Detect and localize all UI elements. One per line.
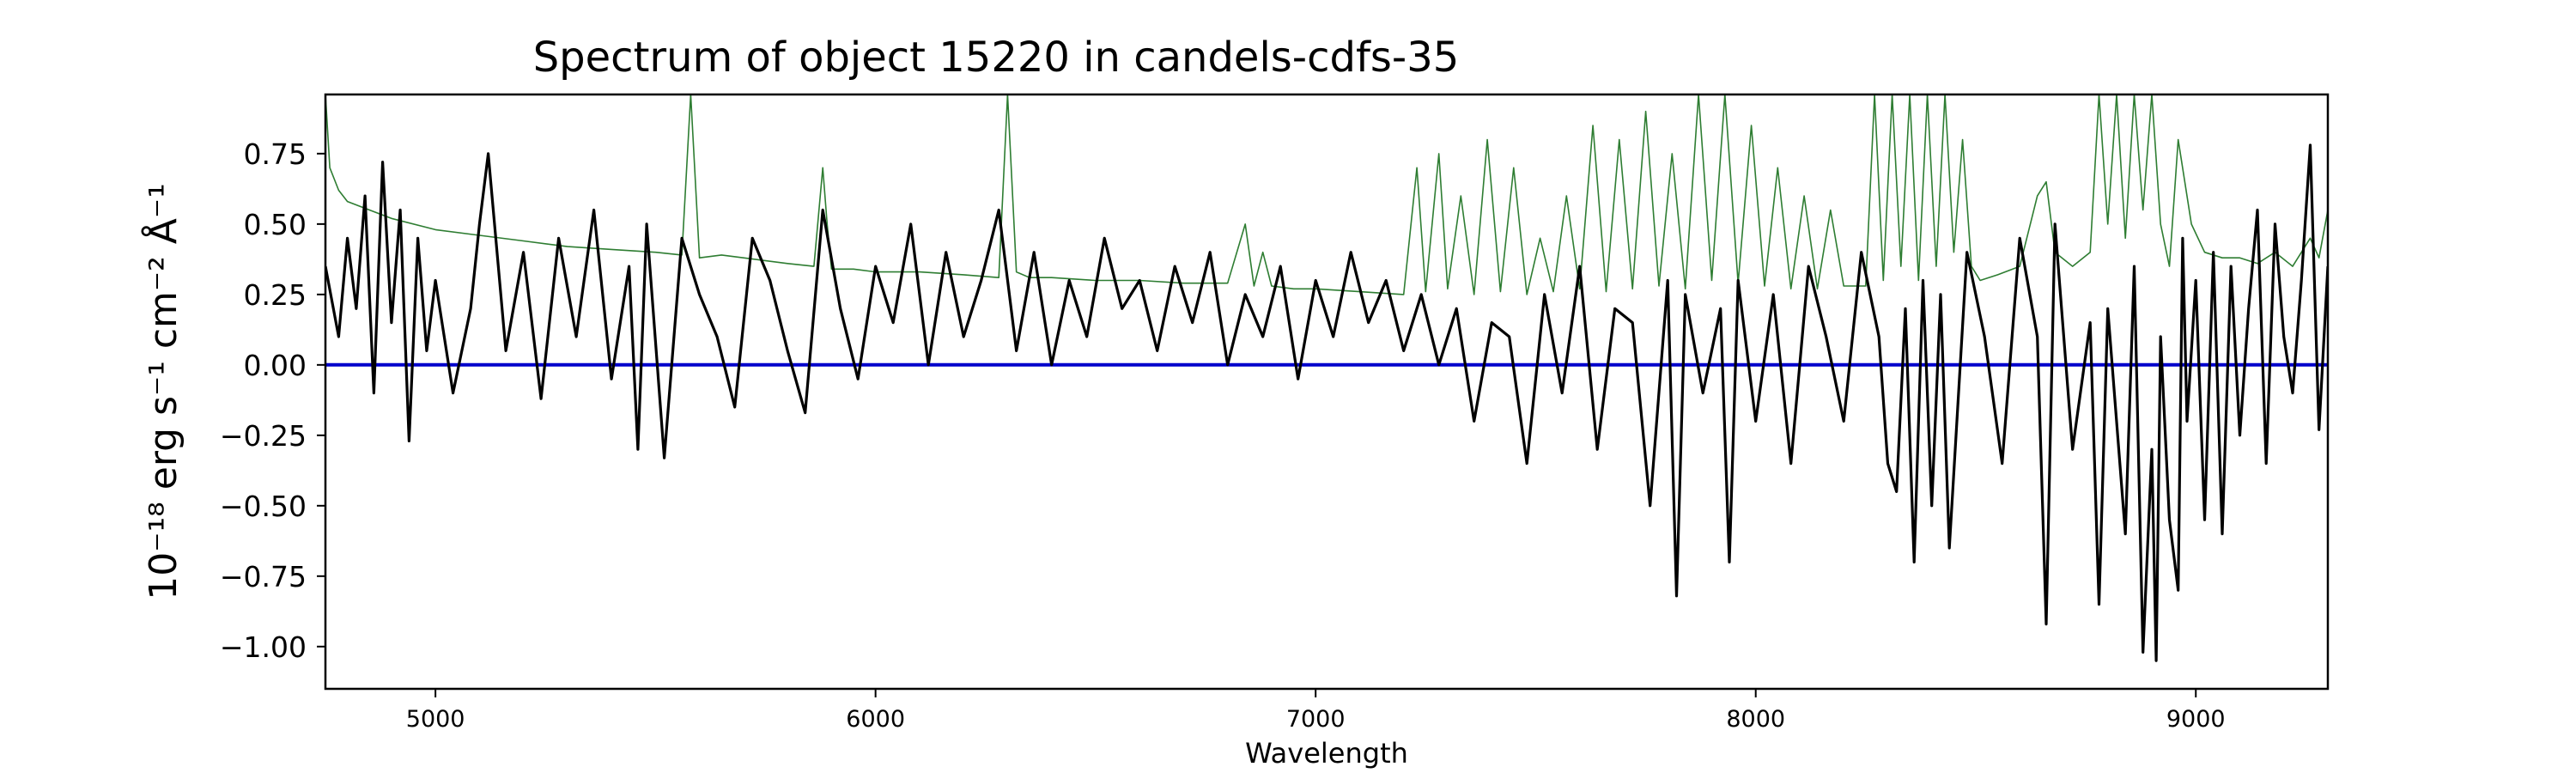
x-tick-label: 7000: [1286, 706, 1346, 733]
plot-frame: [324, 93, 2330, 691]
x-axis: 5000 6000 7000 8000 9000: [406, 689, 2226, 733]
y-tick-label: −0.25: [220, 419, 307, 453]
series-layer: [325, 94, 2328, 662]
plot-area: [324, 93, 2330, 691]
y-tick-label: −1.00: [220, 630, 307, 664]
y-tick-label: 0.00: [244, 349, 307, 382]
y-tick-label: −0.50: [220, 490, 307, 523]
y-axis: 0.75 0.50 0.25 0.00 −0.25 −0.50 −0.75 −1.00: [220, 137, 325, 664]
y-tick-label: 0.75: [244, 137, 307, 171]
y-axis-label: 10⁻¹⁸ erg s⁻¹ cm⁻² Å⁻¹: [140, 183, 185, 600]
x-tick-label: 8000: [1726, 706, 1785, 733]
y-tick-label: 0.25: [244, 278, 307, 312]
y-tick-label: 0.50: [244, 208, 307, 241]
x-axis-label: Wavelength: [1245, 737, 1408, 770]
x-tick-label: 9000: [2166, 706, 2226, 733]
x-tick-label: 6000: [846, 706, 905, 733]
chart-title: Spectrum of object 15220 in candels-cdfs…: [533, 33, 1460, 82]
x-tick-label: 5000: [406, 706, 465, 733]
flux-series-line: [325, 143, 2328, 662]
noise-series-line: [325, 94, 2328, 295]
y-tick-label: −0.75: [220, 560, 307, 593]
